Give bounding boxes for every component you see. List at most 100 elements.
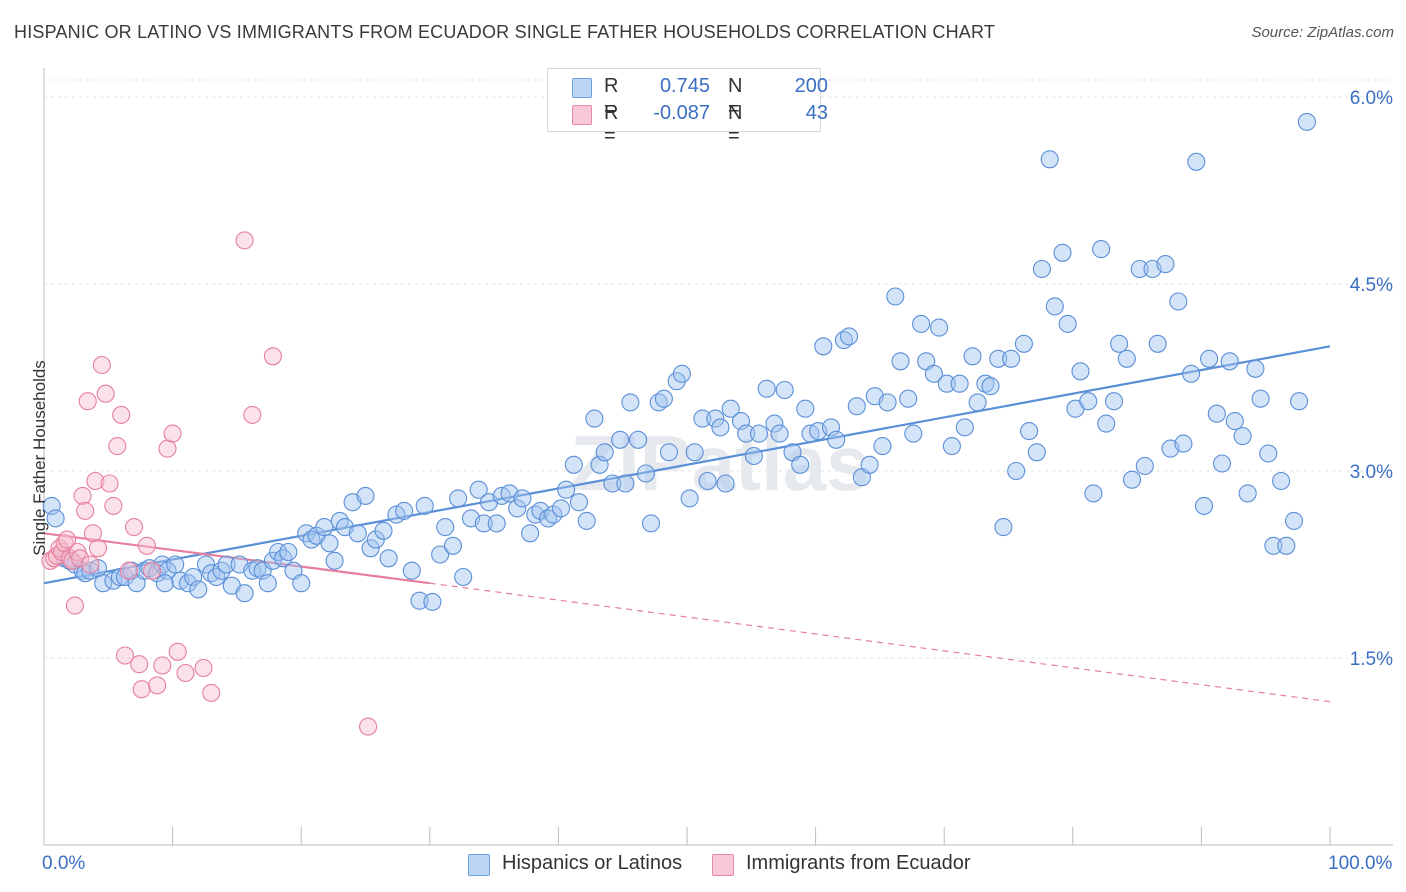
data-point-hispanic [1110,334,1129,353]
data-point-hispanic [1277,536,1296,555]
trend-line-ecuador-extension [429,582,1331,703]
data-point-ecuador [115,646,135,665]
data-point-hispanic [886,287,905,306]
data-point-hispanic [989,349,1008,368]
data-point-hispanic [1104,392,1124,411]
axes [43,68,1393,846]
data-point-hispanic [641,514,661,533]
data-point-hispanic [1002,349,1021,368]
data-point-ecuador [243,405,262,424]
data-point-hispanic [513,489,532,508]
data-point-hispanic [436,518,455,537]
trend-line-ecuador [43,532,430,585]
data-point-ecuador [119,561,138,580]
data-point-hispanic [469,480,488,499]
data-point-hispanic [487,514,506,533]
data-point-hispanic [629,430,648,449]
data-point-hispanic [569,493,589,512]
y-tick-label: 6.0% [1350,88,1393,109]
data-point-hispanic [1284,511,1304,530]
data-point-hispanic [395,501,414,520]
data-point-ecuador [88,539,108,558]
data-point-hispanic [258,574,277,593]
data-point-hispanic [942,437,961,456]
data-point-hispanic [721,399,740,418]
data-point-hispanic [1290,392,1309,411]
data-point-ecuador [96,384,115,403]
data-point-hispanic [827,430,846,449]
data-point-hispanic [320,534,339,553]
data-point-hispanic [891,352,910,371]
data-point-hispanic [654,389,673,408]
data-point-hispanic [248,559,267,578]
data-point-ecuador [104,496,123,515]
data-point-ecuador [76,501,95,520]
data-point-hispanic [1053,243,1072,262]
data-point-ecuador [148,676,167,695]
data-point-hispanic [423,592,442,611]
data-point-hispanic [899,389,918,408]
data-point-hispanic [878,393,897,412]
data-point-ecuador [73,486,92,505]
data-point-hispanic [924,364,943,383]
data-point-hispanic [981,377,1000,396]
data-point-hispanic [1264,536,1283,555]
data-point-hispanic [148,564,167,583]
data-point-ecuador [168,642,187,661]
source-label: Source: ZipAtlas.com [1251,24,1394,41]
data-point-ecuador [142,561,162,580]
data-point-hispanic [1200,349,1219,368]
data-point-hispanic [1045,297,1064,316]
data-point-hispanic [1259,444,1278,463]
y-axis-label: Single Father Households [30,360,49,556]
y-tick-label: 4.5% [1350,275,1393,296]
data-point-ecuador [83,524,102,543]
data-point-hispanic [508,499,527,518]
trend-lines [43,345,1331,703]
data-point-hispanic [1027,443,1046,462]
data-point-hispanic [263,551,282,570]
data-point-hispanic [1007,461,1026,481]
legend-r-value: 0.745 [659,75,710,97]
data-point-hispanic [235,584,254,603]
data-point-ecuador [81,555,100,574]
y-tick-label: 3.0% [1350,462,1393,483]
data-point-hispanic [636,464,655,483]
data-point-hispanic [166,555,185,574]
data-point-ecuador [176,663,195,683]
bottom-legend-label: Hispanics or Latinos [502,852,683,874]
data-point-hispanic [1071,362,1090,381]
legend-n-value: 200 [794,75,828,97]
data-point-hispanic [1182,364,1201,383]
data-point-hispanic [292,574,311,593]
data-point-hispanic [659,443,679,462]
data-point-hispanic [950,374,969,393]
data-point-hispanic [325,551,344,570]
data-point-hispanic [775,380,794,400]
data-point-hispanic [791,455,810,474]
data-point-ecuador [70,549,90,568]
data-point-ecuador [163,424,182,443]
data-point-hispanic [706,409,725,428]
data-point-hispanic [839,327,859,346]
data-points [41,112,1316,736]
data-point-hispanic [963,347,982,366]
data-point-hispanic [749,424,769,443]
y-tick-label: 1.5% [1350,649,1393,670]
data-point-hispanic [374,521,393,540]
data-point-hispanic [46,509,65,528]
data-point-hispanic [680,489,699,508]
data-point-hispanic [315,518,334,537]
legend-r-label: R = [604,75,619,120]
data-point-hispanic [521,524,540,543]
data-point-hispanic [361,539,380,558]
data-point-ecuador [112,405,131,424]
data-point-hispanic [685,443,704,462]
data-point-hispanic [443,536,462,555]
data-point-hispanic [1135,456,1154,476]
data-point-hispanic [698,471,717,491]
data-point-ecuador [65,596,84,615]
data-point-ecuador [137,536,156,555]
y-tick-labels: 6.0% 4.5% 3.0% 1.5% [1350,88,1393,670]
data-point-hispanic [110,567,129,587]
